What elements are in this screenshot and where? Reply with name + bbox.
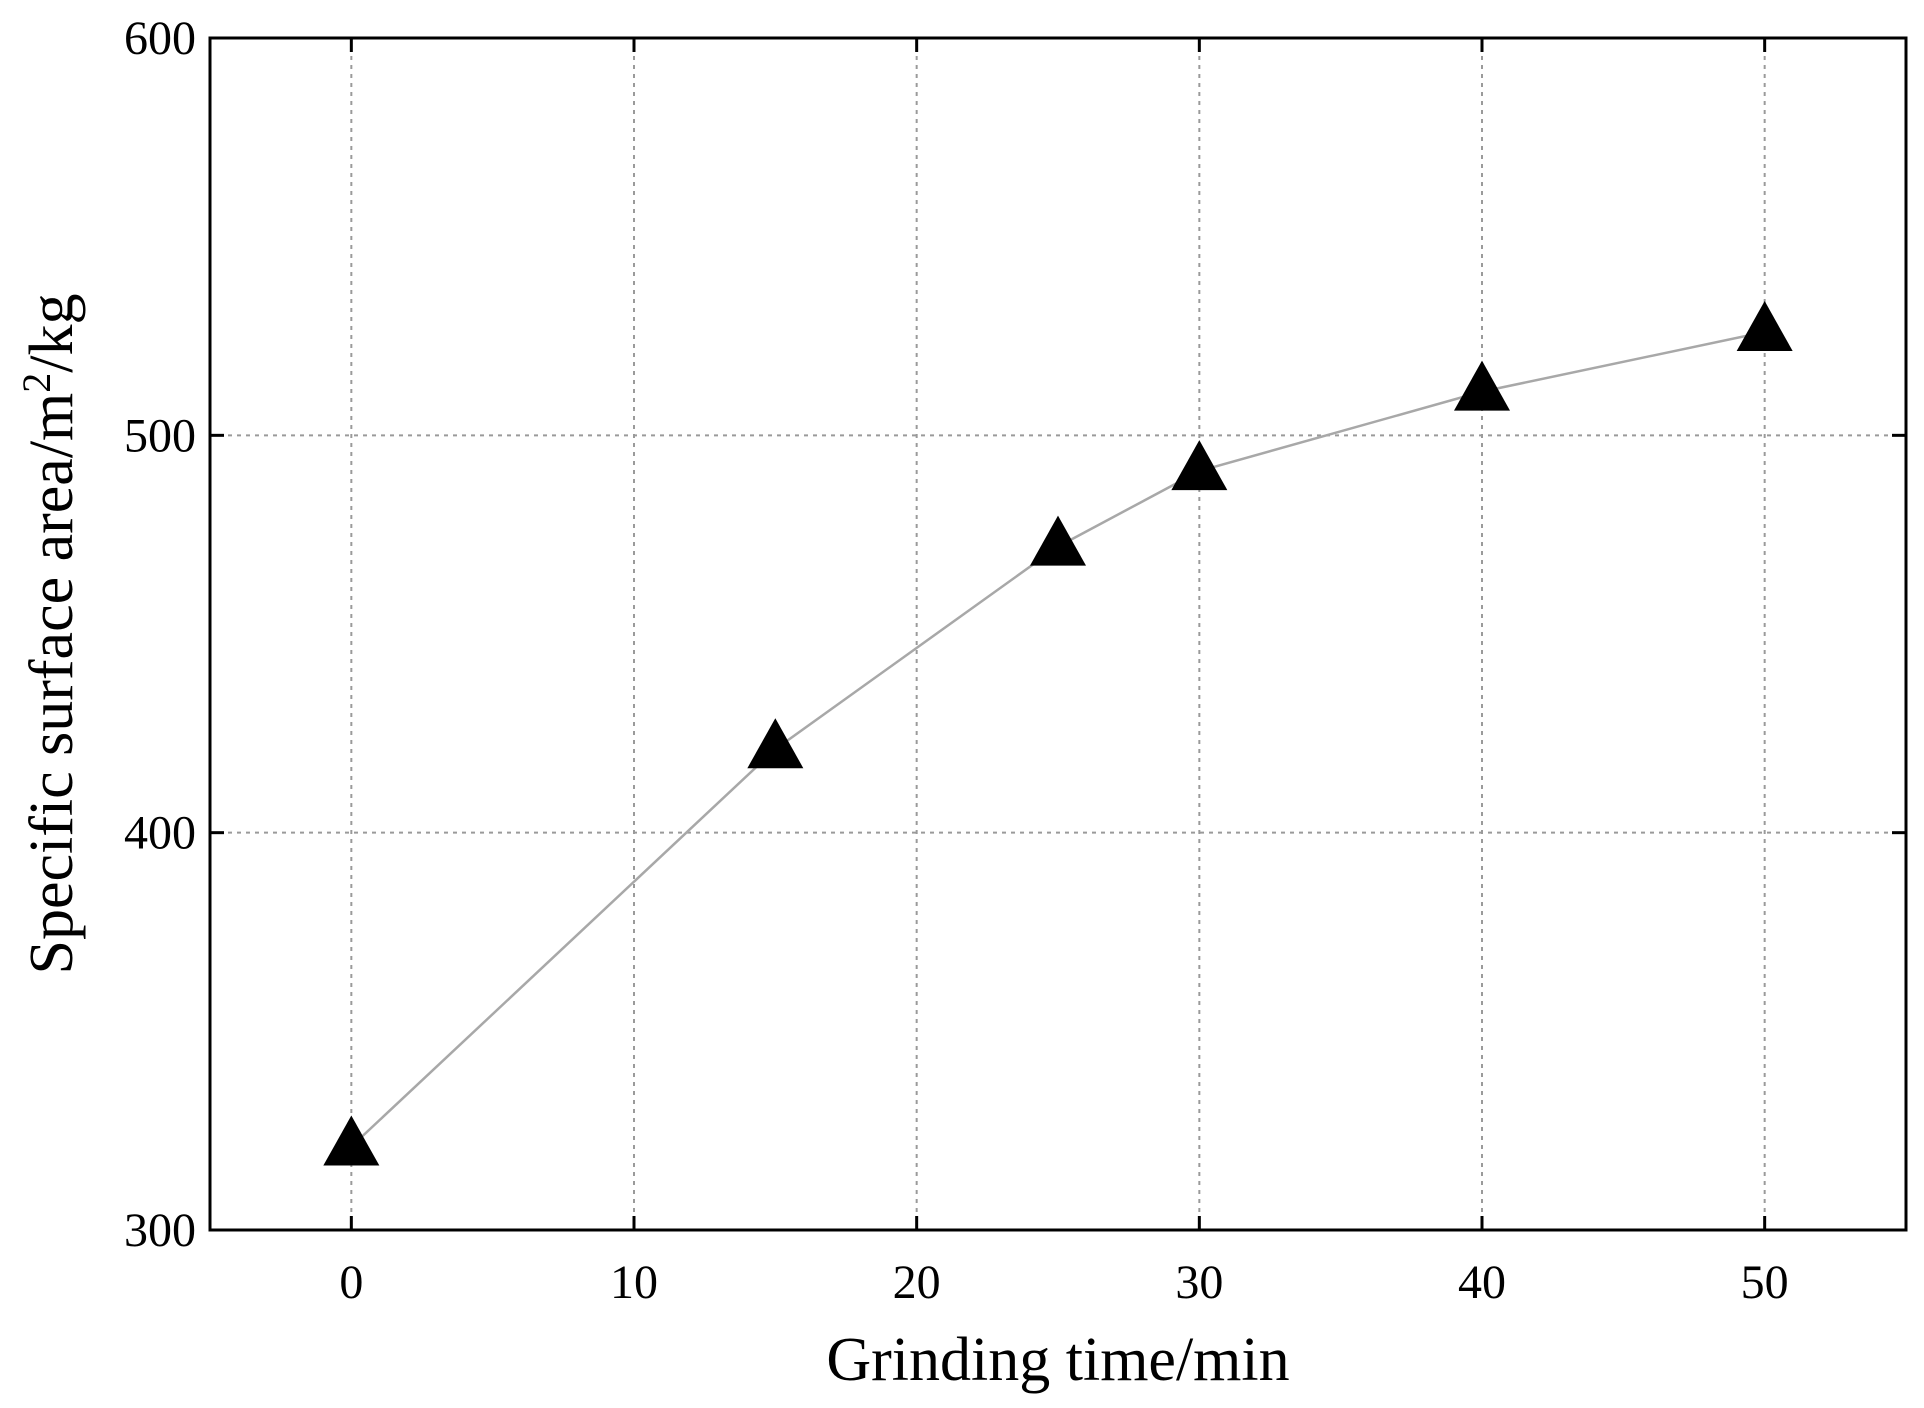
axis-ticks — [210, 36, 1906, 1232]
x-tick-label: 30 — [1175, 1256, 1223, 1309]
grid-lines — [210, 38, 1906, 1230]
y-axis-title: Specific surface area/m2/kg — [14, 294, 86, 975]
plot-frame — [208, 36, 1908, 1232]
data-markers — [323, 301, 1793, 1166]
y-tick-label: 600 — [124, 12, 196, 65]
series-line — [350, 330, 1765, 1148]
data-point-triangle — [323, 1115, 380, 1166]
x-tick-label: 50 — [1741, 1256, 1789, 1309]
x-tick-label: 0 — [339, 1256, 363, 1309]
y-axis-title-unit: /kg — [18, 294, 86, 373]
y-tick-label: 400 — [124, 807, 196, 860]
x-tick-labels: 0 10 20 30 40 50 — [339, 1256, 1788, 1309]
data-point-triangle — [1171, 440, 1228, 491]
data-point-triangle — [747, 718, 804, 769]
x-tick-label: 40 — [1458, 1256, 1506, 1309]
data-point-triangle — [1454, 360, 1510, 411]
y-tick-labels: 300 400 500 600 — [124, 12, 196, 1257]
x-axis-title: Grinding time/min — [826, 1326, 1289, 1394]
y-axis-title-main: Specific surface area/m — [18, 393, 86, 975]
y-axis-title-superscript: 2 — [14, 373, 59, 393]
x-tick-label: 10 — [610, 1256, 658, 1309]
y-tick-label: 300 — [124, 1204, 196, 1257]
x-tick-label: 20 — [893, 1256, 941, 1309]
data-point-triangle — [1030, 515, 1086, 566]
data-point-triangle — [1736, 301, 1793, 352]
y-tick-label: 500 — [124, 409, 196, 462]
